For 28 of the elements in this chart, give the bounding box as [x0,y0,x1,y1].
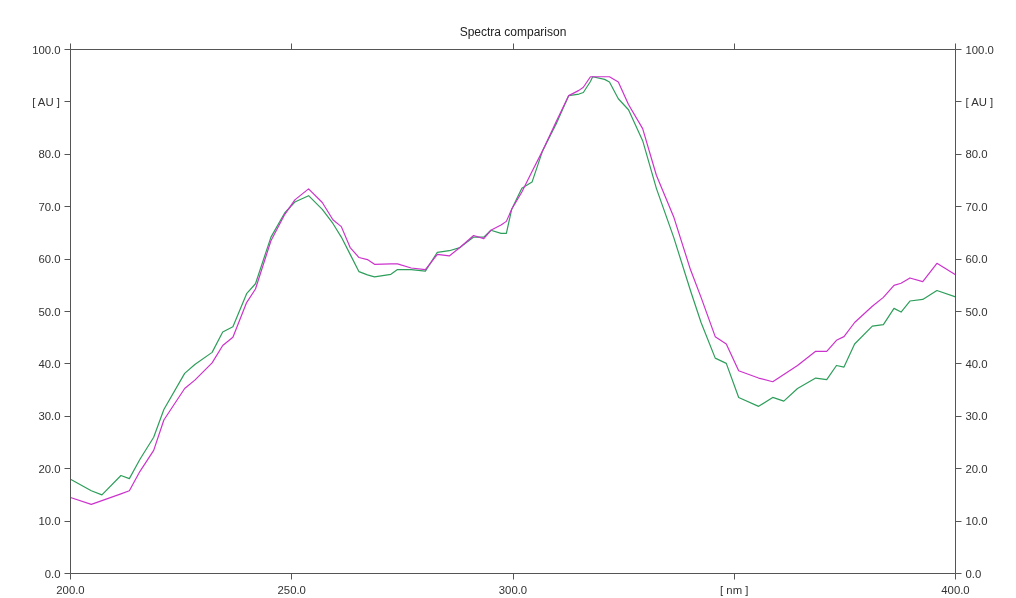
y2-tick-label: 20.0 [965,462,988,475]
x-tick-label: 400.0 [941,583,970,596]
y-tick-label: 60.0 [38,253,61,266]
y-tick-label: 30.0 [38,410,61,423]
y2-tick-label: 100.0 [965,43,994,56]
y-tick-label: 20.0 [38,462,61,475]
y2-tick-label: 80.0 [965,148,988,161]
x-tick-label: 200.0 [56,583,85,596]
y-tick-label: 80.0 [38,148,61,161]
y-tick-label: 40.0 [38,357,61,370]
y2-tick-label: 0.0 [965,567,982,580]
y2-tick-label: 40.0 [965,357,988,370]
x-tick-label: 250.0 [277,583,306,596]
y-tick-label: 100.0 [32,43,61,56]
y-tick-label: 70.0 [38,200,61,213]
y2-tick-label: 30.0 [965,410,988,423]
x-tick-label: 300.0 [498,583,528,596]
y-tick-label: 0.0 [44,567,61,580]
y2-tick-label: 50.0 [965,305,988,318]
y2-tick-label: 10.0 [965,515,988,528]
y2-tick-label: [ AU ] [965,95,994,108]
y2-tick-label: 60.0 [965,253,988,266]
y-tick-label: 50.0 [38,305,61,318]
y-tick-label: [ AU ] [32,95,60,108]
y2-tick-label: 70.0 [965,200,988,213]
x-tick-label: [ nm ] [720,583,749,596]
y-tick-label: 10.0 [38,515,61,528]
chart-title: Spectra comparison [459,24,567,39]
